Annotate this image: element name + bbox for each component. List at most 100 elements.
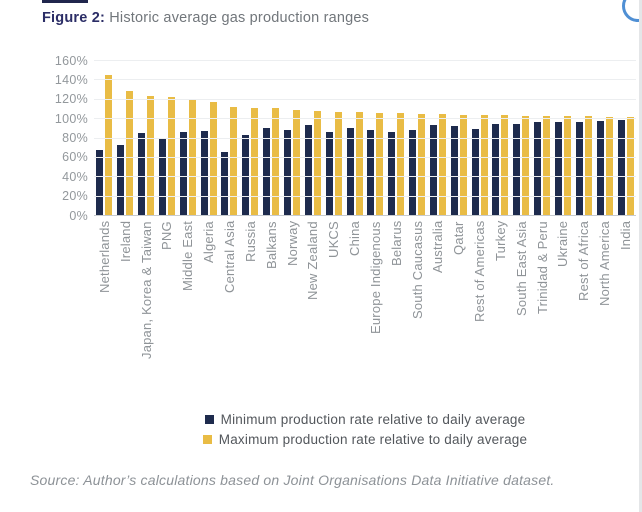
max-bar (543, 116, 551, 215)
x-label-column: PNG (157, 221, 178, 403)
max-bar (501, 115, 509, 215)
y-tick-label: 60% (62, 150, 88, 165)
bar-pair (136, 60, 157, 215)
y-axis-ticks: 0% 20% 40% 60% 80% 100% 120% 140% 160% (38, 52, 88, 227)
x-label-column: Algeria (198, 221, 219, 403)
x-label-column: Russia (240, 221, 261, 403)
y-tick-label: 20% (62, 189, 88, 204)
max-bar (522, 116, 530, 215)
min-bar (284, 129, 292, 215)
chat-widget-icon[interactable] (622, 0, 642, 22)
bar-series (94, 60, 636, 215)
bar-pair (615, 60, 636, 215)
max-bar (459, 115, 467, 215)
bar-pair (448, 60, 469, 215)
min-bar (596, 121, 604, 215)
window-edge (639, 0, 642, 512)
gridline (94, 195, 636, 197)
bar-pair (261, 60, 282, 215)
max-bar (355, 112, 363, 215)
y-tick-label: 120% (54, 92, 88, 107)
min-bar (471, 128, 479, 215)
x-label-column: South East Asia (511, 221, 532, 403)
x-label-column: North America (594, 221, 615, 403)
source-note: Source: Author’s calculations based on J… (30, 472, 555, 488)
x-axis-labels: Netherlands Ireland Japan, Korea & Taiwan P… (94, 221, 636, 403)
min-bar (534, 122, 542, 215)
x-label: China (347, 221, 363, 256)
y-tick-label: 0% (69, 208, 88, 223)
max-bar (605, 117, 613, 215)
gridline (94, 156, 636, 158)
min-bar (492, 123, 500, 215)
x-label-column: India (615, 221, 636, 403)
x-label: India (618, 221, 634, 251)
x-label: Turkey (492, 221, 508, 262)
x-label-column: Middle East (177, 221, 198, 403)
x-label-column: Rest of Americas (469, 221, 490, 403)
x-label-column: Balkans (261, 221, 282, 403)
bar-pair (386, 60, 407, 215)
x-label-column: Turkey (490, 221, 511, 403)
min-bar (575, 122, 583, 215)
min-bar (304, 124, 312, 215)
max-bar (147, 95, 155, 215)
bar-pair (219, 60, 240, 215)
min-bar (117, 145, 125, 215)
x-label-column: Australia (428, 221, 449, 403)
x-label: Russia (242, 221, 258, 262)
plot-area (94, 60, 636, 216)
figure-title-text: Historic average gas production ranges (105, 10, 370, 26)
bar-pair (594, 60, 615, 215)
x-label: North America (597, 221, 613, 306)
max-bar (626, 117, 634, 215)
max-bar (418, 114, 426, 215)
min-bar (346, 127, 354, 215)
x-axis-line (94, 215, 636, 216)
bar-pair (302, 60, 323, 215)
x-label-column: South Caucasus (407, 221, 428, 403)
min-bar (242, 134, 250, 215)
min-bar (429, 124, 437, 215)
gridline (94, 79, 636, 81)
x-label-column: Japan, Korea & Taiwan (136, 221, 157, 403)
max-bar (397, 113, 405, 215)
max-bar (563, 116, 571, 215)
max-bar (230, 106, 238, 215)
legend-label: Minimum production rate relative to dail… (220, 411, 526, 427)
x-label: Algeria (201, 221, 217, 263)
bar-pair (573, 60, 594, 215)
x-label-column: Netherlands (94, 221, 115, 403)
x-label-column: Trinidad & Peru (532, 221, 553, 403)
x-label-column: UKCS (323, 221, 344, 403)
x-label: Trinidad & Peru (534, 221, 550, 314)
x-label: Belarus (388, 221, 404, 267)
min-bar (179, 131, 187, 215)
gridline (94, 137, 636, 139)
x-label-column: Qatar (448, 221, 469, 403)
header-rule-fragment (42, 0, 88, 3)
min-bar (617, 120, 625, 215)
min-bar (450, 125, 458, 215)
max-bar (167, 96, 175, 215)
x-label: Japan, Korea & Taiwan (138, 221, 154, 359)
min-bar (513, 123, 521, 215)
y-tick-label: 140% (54, 72, 88, 87)
bar-pair (198, 60, 219, 215)
x-label: Norway (284, 221, 300, 267)
x-label: Balkans (263, 221, 279, 269)
min-bar (388, 131, 396, 215)
x-label-column: Norway (282, 221, 303, 403)
x-label: PNG (159, 221, 175, 250)
y-tick-label: 160% (54, 53, 88, 68)
x-label: Netherlands (96, 221, 112, 294)
bar-pair (115, 60, 136, 215)
x-label-column: China (344, 221, 365, 403)
min-bar (200, 130, 208, 215)
x-label-column: Ireland (115, 221, 136, 403)
max-bar (188, 98, 196, 215)
x-label: Ukraine (555, 221, 571, 268)
x-label: Central Asia (221, 221, 237, 294)
bar-pair (407, 60, 428, 215)
x-label-column: Belarus (386, 221, 407, 403)
